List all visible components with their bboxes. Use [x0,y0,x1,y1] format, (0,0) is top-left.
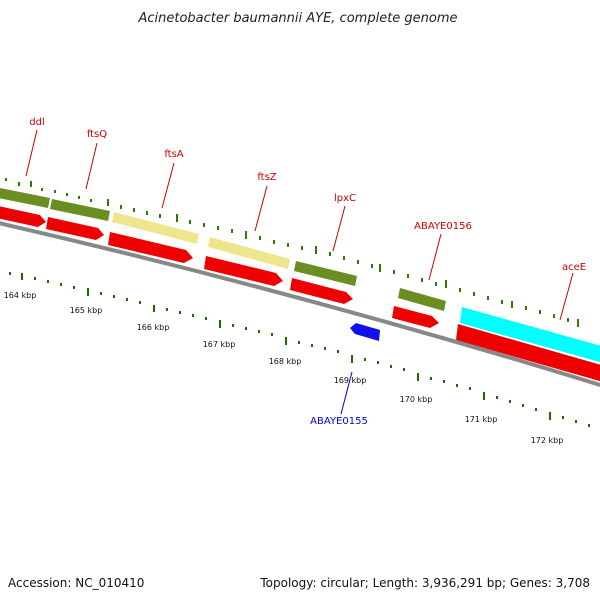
leader-line-aceE [559,272,574,321]
forward-gene-labels: ddl ftsQ ftsA ftsZ lpxC ABAYE0156 aceE [25,117,586,321]
map-title: Acinetobacter baumannii AYE, complete ge… [137,11,457,26]
cds-arrow-lpxC[interactable] [290,278,353,304]
cds-track [0,202,600,382]
gene-label-ftsZ[interactable]: ftsZ [257,172,276,183]
feature-ABAYE0156[interactable] [398,288,446,311]
leader-line-ABAYE0155 [340,371,353,415]
cds-arrow-aceE[interactable] [456,324,600,382]
cds-arrow-ftsQ[interactable] [46,217,104,240]
scale-label: 170 kbp [400,395,433,404]
scale-tick-marks [9,272,590,427]
feature-aceE[interactable] [460,307,600,363]
feature-ftsQ[interactable] [50,199,110,221]
cds-arrow-ftsA[interactable] [108,232,193,263]
accession-text: Accession: NC_010410 [8,576,144,590]
scale-label: 167 kbp [203,340,236,349]
leader-line-ftsQ [85,142,98,190]
cds-arrow-ABAYE0156[interactable] [392,306,439,328]
leader-line-ftsZ [254,185,268,232]
gene-label-aceE[interactable]: aceE [562,262,586,273]
genome-summary-text: Topology: circular; Length: 3,936,291 bp… [259,576,590,590]
leader-line-lpxC [332,205,346,252]
scale-label: 172 kbp [531,436,564,445]
scale-label: 164 kbp [4,291,37,300]
scale-label: 166 kbp [137,323,170,332]
scale-label: 165 kbp [70,306,103,315]
gene-label-ABAYE0155[interactable]: ABAYE0155 [310,416,368,427]
gene-label-ddl[interactable]: ddl [29,117,44,128]
feature-track [0,184,600,363]
feature-ftsZ[interactable] [208,237,290,269]
leader-line-ddl [25,129,38,177]
leader-line-ftsA [161,162,175,209]
cds-arrow-ftsZ[interactable] [204,256,283,286]
feature-ddl[interactable] [0,184,50,208]
genome-backbone [0,221,600,388]
gene-label-lpxC[interactable]: lpxC [334,193,356,204]
forward-tick-marks [5,178,579,327]
cds-arrow-ddl[interactable] [0,202,46,227]
feature-ftsA[interactable] [112,212,199,244]
scale-label: 171 kbp [465,415,498,424]
leader-line-ABAYE0156 [428,233,442,281]
scale-label: 168 kbp [269,357,302,366]
feature-lpxC[interactable] [294,261,357,286]
gene-label-ftsA[interactable]: ftsA [164,149,183,160]
gene-label-ABAYE0156[interactable]: ABAYE0156 [414,221,472,232]
cds-arrow-ABAYE0155[interactable] [350,323,380,341]
gene-label-ftsQ[interactable]: ftsQ [87,129,107,140]
reverse-gene-labels: ABAYE0155 [310,371,368,427]
